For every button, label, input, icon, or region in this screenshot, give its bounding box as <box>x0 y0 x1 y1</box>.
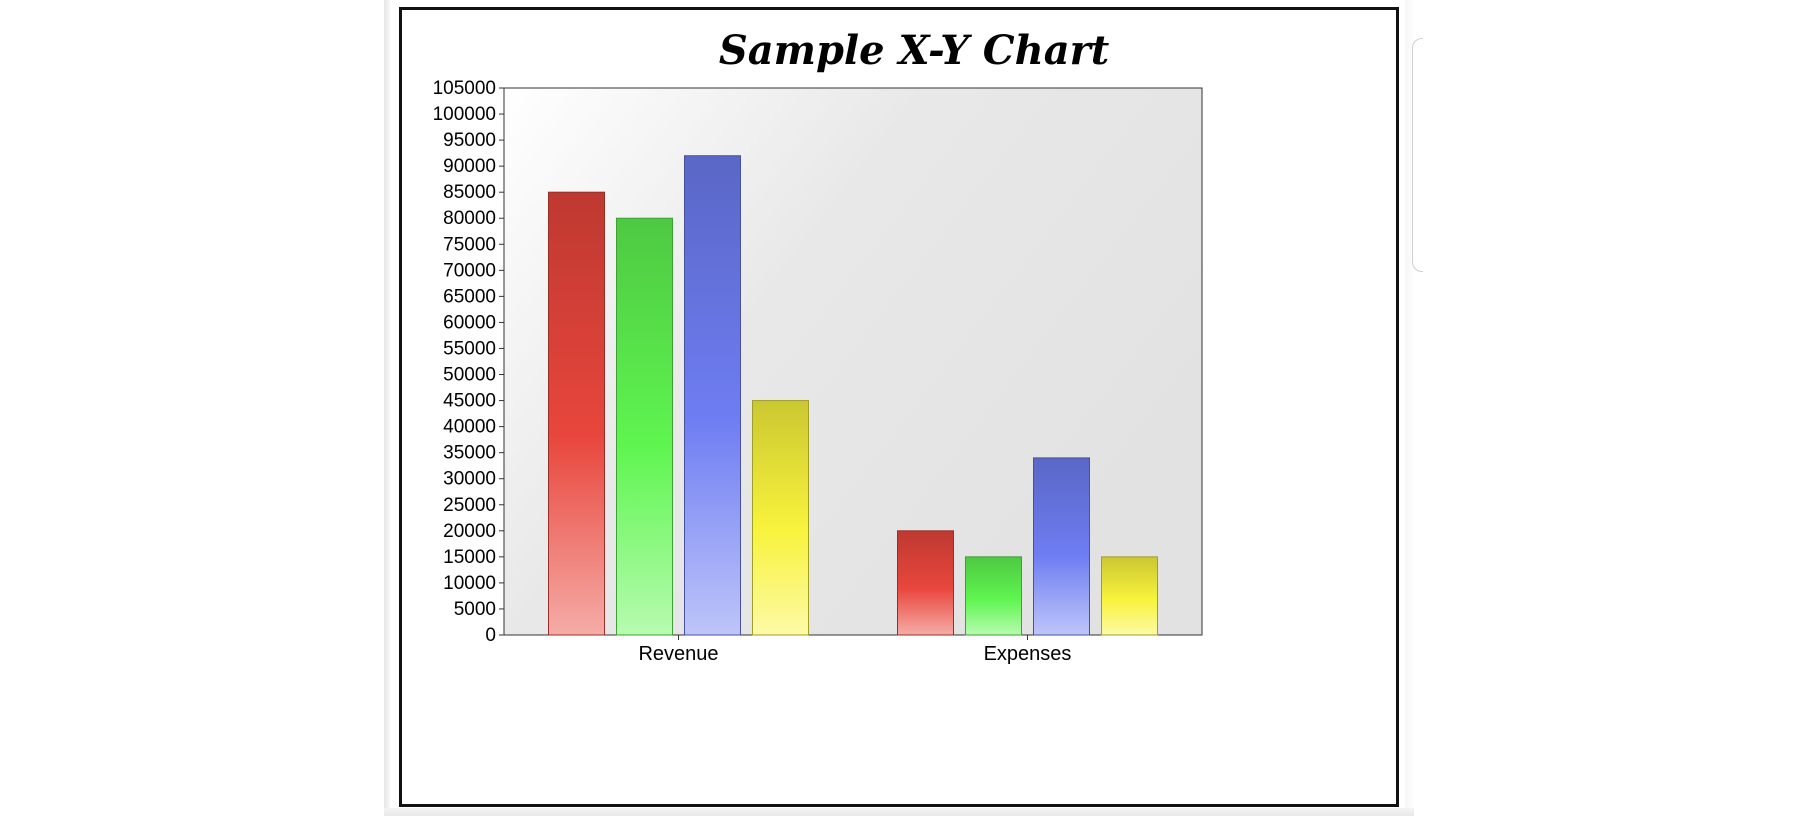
page-shadow-right <box>1405 0 1415 816</box>
y-tick-label: 65000 <box>443 286 496 307</box>
x-axis: Revenue Expenses <box>638 635 1071 665</box>
y-tick-label: 15000 <box>443 547 496 568</box>
y-axis: 0 5000 10000 15000 20000 25000 30000 35000 40000… <box>433 78 504 646</box>
bar-expenses-red <box>897 530 954 636</box>
y-tick-label: 20000 <box>443 521 496 542</box>
bar-chart: Sample X-Y Chart 0 5000 10000 15000 20000 250… <box>433 27 1203 665</box>
plot-background <box>503 87 1203 636</box>
y-tick-label: 75000 <box>443 234 496 255</box>
bar-expenses-blue <box>1033 457 1090 636</box>
y-tick-label: 60000 <box>443 312 496 333</box>
x-tick-label-revenue: Revenue <box>638 643 718 665</box>
y-tick-label: 90000 <box>443 156 496 177</box>
bar-revenue-blue <box>684 155 741 636</box>
y-tick-label: 30000 <box>443 469 496 490</box>
bars <box>548 155 1158 636</box>
chart-frame: Sample X-Y Chart 0 5000 10000 15000 20000 250… <box>399 7 1399 807</box>
y-tick-label: 35000 <box>443 443 496 464</box>
bar-expenses-green <box>965 556 1022 636</box>
bar-revenue-green <box>616 217 673 636</box>
scrollbar-edge[interactable] <box>1412 38 1423 272</box>
y-tick-label: 50000 <box>443 365 496 386</box>
bar-expenses-yellow <box>1101 556 1158 636</box>
y-tick-label: 40000 <box>443 417 496 438</box>
y-tick-label: 5000 <box>454 599 496 620</box>
y-tick-label: 85000 <box>443 182 496 203</box>
y-tick-label: 100000 <box>433 104 496 125</box>
y-tick-label: 70000 <box>443 260 496 281</box>
x-tick-label-expenses: Expenses <box>984 643 1072 665</box>
bar-revenue-red <box>548 191 605 636</box>
bar-revenue-yellow <box>752 400 809 636</box>
y-tick-label: 55000 <box>443 338 496 359</box>
plot-area <box>503 87 1203 636</box>
y-tick-label: 0 <box>485 625 496 646</box>
y-tick-label: 10000 <box>443 573 496 594</box>
y-tick-label: 45000 <box>443 391 496 412</box>
page-shadow-bottom <box>384 808 1414 816</box>
y-tick-label: 80000 <box>443 208 496 229</box>
y-tick-label: 105000 <box>433 78 496 99</box>
chart-title: Sample X-Y Chart <box>719 27 1110 74</box>
y-tick-label: 25000 <box>443 495 496 516</box>
y-tick-label: 95000 <box>443 130 496 151</box>
page-shadow-left <box>384 0 390 816</box>
